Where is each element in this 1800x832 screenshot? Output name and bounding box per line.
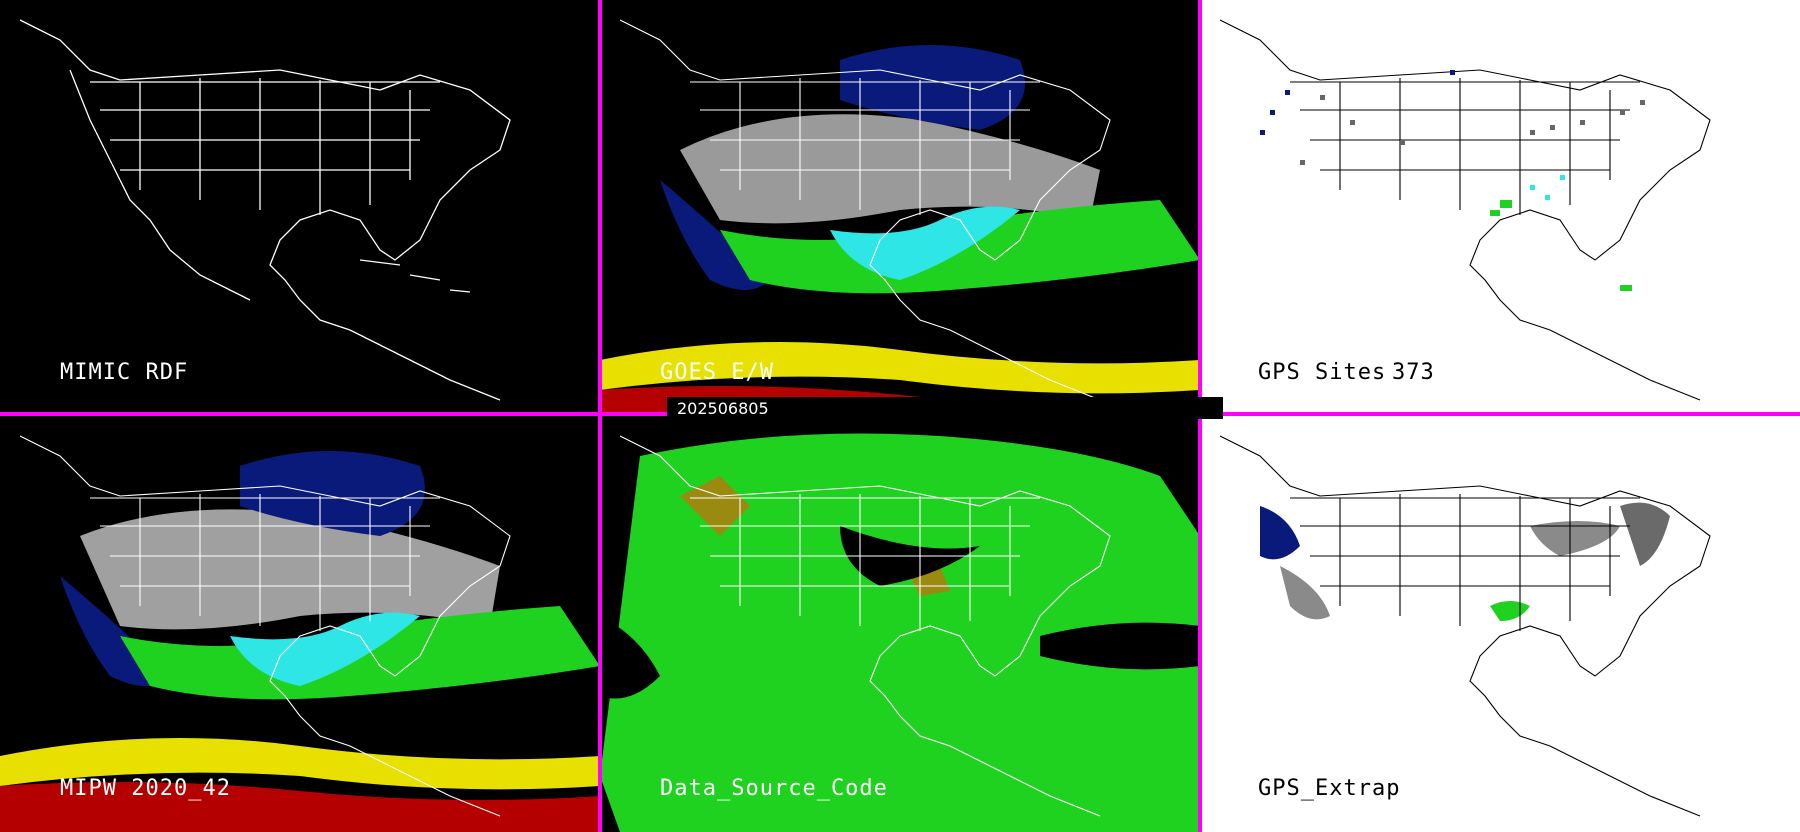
coastline (19, 19, 511, 401)
goes-ew-map (600, 19, 1200, 416)
panel-label-mipw: MIPW 2020_42 (60, 776, 231, 801)
data-source-code-map (600, 433, 1200, 832)
gps-extrap-map (1219, 435, 1711, 817)
panel-label-data-source-code: Data_Source_Code (660, 776, 888, 801)
panel-label-mimic-rdf: MIMIC RDF (60, 360, 189, 385)
timestamp: 202506805 (677, 399, 769, 418)
state-lines (90, 78, 440, 215)
caribbean (359, 259, 471, 293)
panel-mipw: MIPW 2020_42 (0, 416, 600, 832)
panel-data-source-code: Data_Source_Code (600, 416, 1200, 832)
panel-label-gps-sites: GPS Sites (1258, 360, 1387, 385)
gps-sites-map (1219, 19, 1711, 401)
panel-goes-ew: GOES E/W (600, 0, 1200, 416)
panel-mimic-rdf: MIMIC RDF (0, 0, 600, 416)
mipw-map (0, 435, 600, 832)
panel-label-goes-ew: GOES E/W (660, 360, 774, 385)
gps-site-count: 373 (1392, 360, 1435, 385)
west-coast (69, 69, 251, 301)
mimic-rdf-map (19, 19, 511, 401)
panel-gps-extrap: GPS_Extrap (1200, 416, 1800, 832)
panel-gps-sites: GPS Sites 373 (1200, 0, 1800, 416)
panel-label-gps-extrap: GPS_Extrap (1258, 776, 1401, 801)
timestamp-bar: 202506805 (667, 397, 1223, 419)
vertical-divider-left (598, 0, 602, 832)
